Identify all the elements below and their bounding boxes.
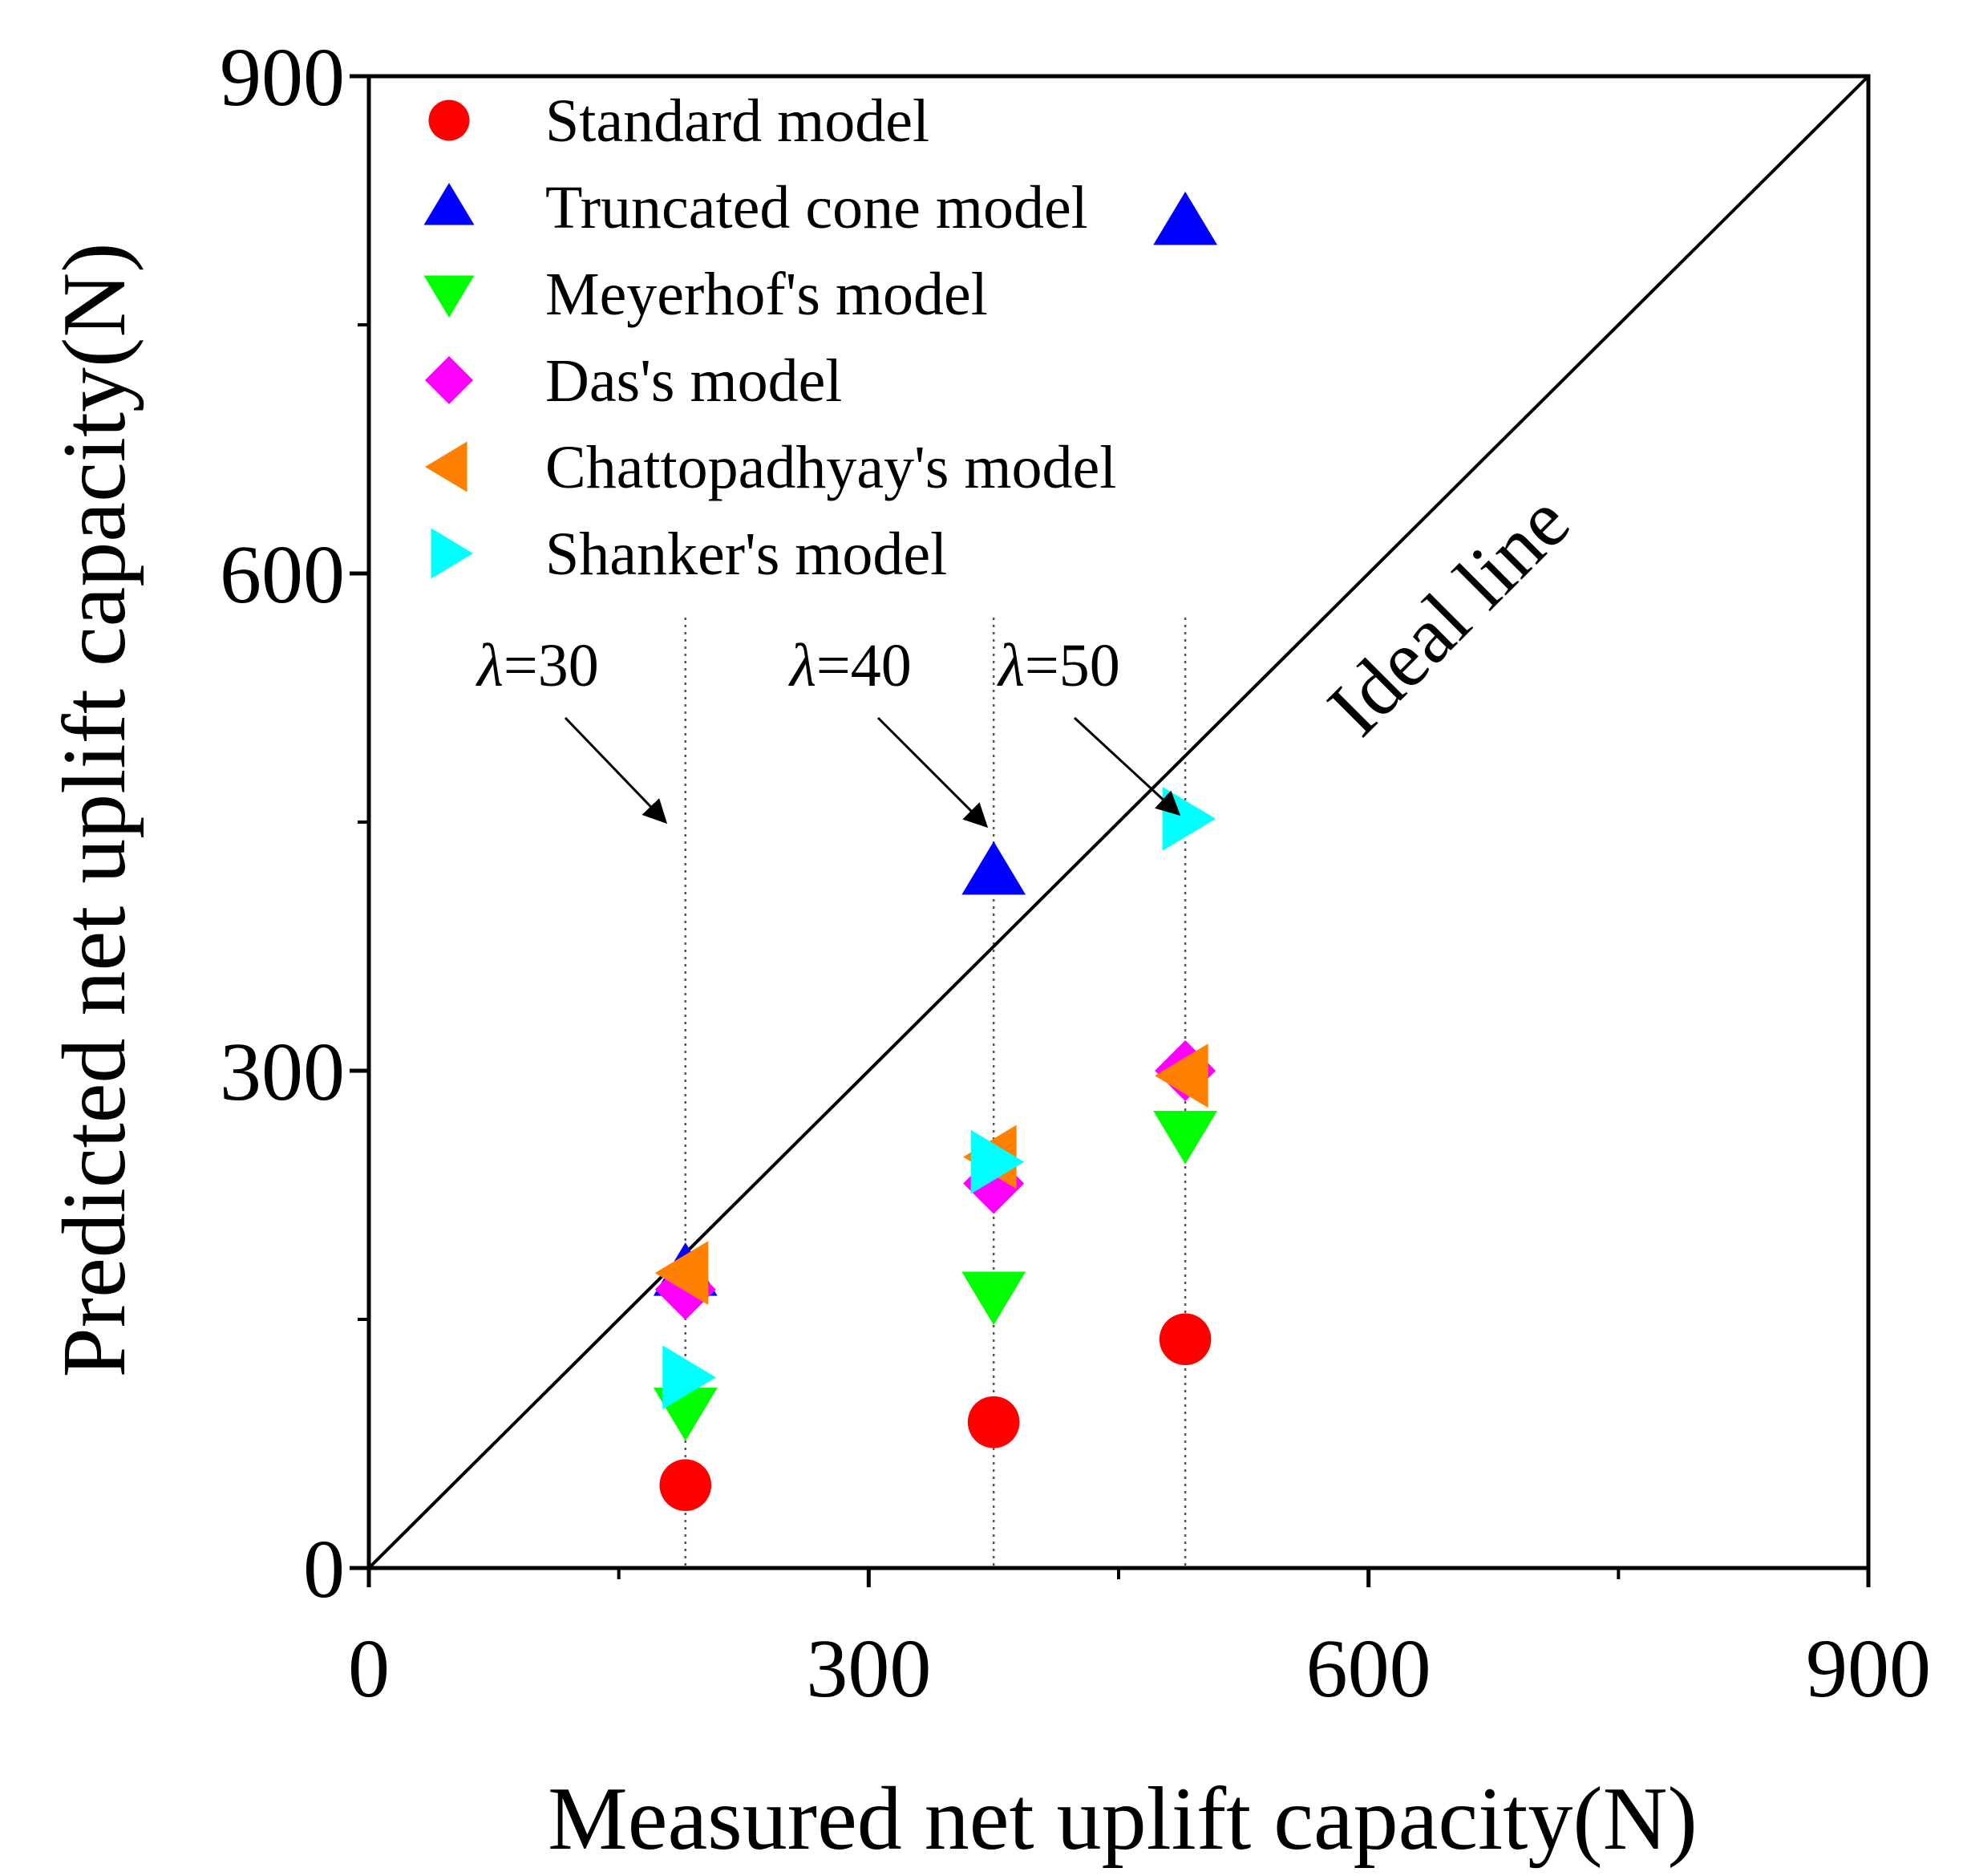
point-series-1-1: [961, 841, 1026, 895]
legend-label-1: Truncated cone model: [545, 174, 1088, 241]
lambda-label-1: λ=40: [788, 632, 912, 699]
legend-label-5: Shanker's model: [545, 521, 947, 588]
ideal-line-label: Ideal line: [1311, 477, 1587, 753]
lambda-arrow-0: [564, 716, 668, 825]
y-tick-label-0: 0: [303, 1523, 345, 1615]
point-series-4-2: [1155, 1043, 1208, 1108]
legend-label-0: Standard model: [545, 87, 929, 155]
legend-marker-5: [431, 528, 473, 579]
legend-marker-4: [425, 441, 467, 492]
y-axis-title: Predicted net uplift capacity(N): [45, 243, 144, 1378]
x-axis-title: Measured net uplift capacity(N): [548, 1769, 1698, 1869]
x-tick-label-0: 0: [348, 1623, 390, 1715]
y-tick-label-2: 600: [220, 529, 345, 621]
guide-lines: [684, 618, 1187, 1568]
legend-marker-3: [425, 356, 473, 404]
lambda-label-2: λ=50: [997, 632, 1120, 699]
legend-marker-1: [423, 183, 475, 225]
point-series-0-1: [967, 1396, 1020, 1449]
point-series-2-2: [1153, 1111, 1218, 1165]
legend-label-3: Das's model: [545, 347, 842, 415]
ideal-line-group: [367, 75, 1870, 1570]
ideal-line: [367, 75, 1870, 1570]
lambda-label-0: λ=30: [476, 632, 599, 699]
point-series-5-1: [970, 1129, 1025, 1194]
legend: Standard model Truncated cone model Meyerh…: [423, 87, 1116, 588]
point-series-5-0: [662, 1345, 716, 1410]
legend-label-4: Chattopadhyay's model: [545, 434, 1116, 501]
point-series-0-2: [1159, 1313, 1212, 1366]
x-tick-label-2: 600: [1306, 1623, 1431, 1715]
lambda-arrow-2: [1073, 716, 1181, 816]
point-series-0-0: [659, 1459, 712, 1511]
data-points: [653, 191, 1218, 1511]
point-series-5-2: [1162, 786, 1216, 851]
lambda-arrow-1: [876, 716, 989, 829]
legend-marker-0: [428, 99, 470, 141]
point-series-4-0: [654, 1241, 709, 1306]
y-tick-label-3: 900: [220, 31, 345, 124]
legend-label-2: Meyerhof's model: [545, 261, 988, 328]
x-tick-label-3: 900: [1806, 1623, 1931, 1715]
point-series-2-1: [961, 1271, 1026, 1325]
lambda-annotations: λ=30 λ=40 λ=50: [476, 632, 1181, 829]
axis-ticks: 0 300 600 900 0 300 600 900: [220, 31, 1931, 1715]
y-tick-label-1: 300: [220, 1026, 345, 1118]
legend-marker-2: [423, 275, 475, 318]
point-series-1-2: [1153, 191, 1218, 245]
x-tick-label-1: 300: [806, 1623, 931, 1715]
